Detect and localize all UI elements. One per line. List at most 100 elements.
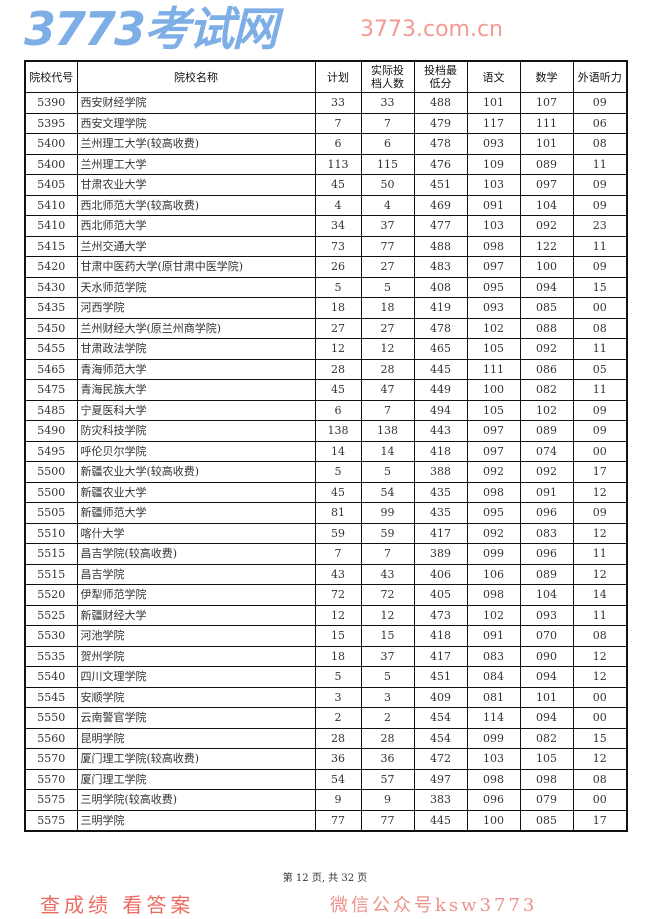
table-row: 5515 昌吉学院(较高收费) 7 7 389 099 096 11 <box>24 543 628 565</box>
table-row: 5455 甘肃政法学院 12 12 465 105 092 11 <box>24 338 628 360</box>
cell-name: 甘肃农业大学 <box>76 174 316 196</box>
cell-actual: 54 <box>360 481 415 503</box>
cell-plan: 7 <box>314 112 362 134</box>
table-row: 5535 贺州学院 18 37 417 083 090 12 <box>24 645 628 667</box>
cell-min-score: 435 <box>413 481 468 503</box>
cell-code: 5420 <box>24 256 78 278</box>
cell-name: 青海师范大学 <box>76 358 316 380</box>
cell-actual: 27 <box>360 256 415 278</box>
cell-listening: 08 <box>572 133 628 155</box>
cell-actual: 57 <box>360 768 415 790</box>
cell-plan: 36 <box>314 748 362 770</box>
cell-min-score: 479 <box>413 112 468 134</box>
cell-listening: 17 <box>572 461 628 483</box>
cell-actual: 27 <box>360 317 415 339</box>
cell-math: 085 <box>519 809 574 832</box>
cell-chinese: 093 <box>466 297 521 319</box>
table-row: 5575 三明学院(较高收费) 9 9 383 096 079 00 <box>24 789 628 811</box>
cell-listening: 12 <box>572 481 628 503</box>
cell-math: 096 <box>519 543 574 565</box>
cell-actual: 77 <box>360 809 415 832</box>
table-row: 5475 青海民族大学 45 47 449 100 082 11 <box>24 379 628 401</box>
cell-actual: 2 <box>360 707 415 729</box>
cell-min-score: 449 <box>413 379 468 401</box>
cell-plan: 28 <box>314 358 362 380</box>
cell-math: 089 <box>519 563 574 585</box>
cell-chinese: 083 <box>466 645 521 667</box>
cell-math: 082 <box>519 379 574 401</box>
cell-min-score: 435 <box>413 502 468 524</box>
cell-code: 5515 <box>24 563 78 585</box>
cell-math: 085 <box>519 297 574 319</box>
cell-plan: 43 <box>314 563 362 585</box>
cell-listening: 00 <box>572 440 628 462</box>
cell-name: 河池学院 <box>76 625 316 647</box>
cell-chinese: 095 <box>466 502 521 524</box>
cell-code: 5400 <box>24 133 78 155</box>
cell-math: 111 <box>519 112 574 134</box>
cell-code: 5400 <box>24 153 78 175</box>
cell-plan: 73 <box>314 235 362 257</box>
cell-code: 5410 <box>24 194 78 216</box>
cell-listening: 12 <box>572 666 628 688</box>
cell-chinese: 103 <box>466 174 521 196</box>
cell-min-score: 406 <box>413 563 468 585</box>
cell-math: 089 <box>519 420 574 442</box>
cell-name: 昌吉学院(较高收费) <box>76 543 316 565</box>
cell-chinese: 092 <box>466 522 521 544</box>
watermark-slogan: 查成绩 看答案 <box>40 893 195 917</box>
cell-chinese: 081 <box>466 686 521 708</box>
cell-math: 083 <box>519 522 574 544</box>
cell-plan: 9 <box>314 789 362 811</box>
cell-min-score: 472 <box>413 748 468 770</box>
cell-name: 西安文理学院 <box>76 112 316 134</box>
cell-plan: 45 <box>314 379 362 401</box>
table-row: 5560 昆明学院 28 28 454 099 082 15 <box>24 727 628 749</box>
watermark-wechat: 微信公众号ksw3773 <box>330 895 538 916</box>
cell-name: 伊犁师范学院 <box>76 584 316 606</box>
cell-listening: 09 <box>572 194 628 216</box>
cell-chinese: 091 <box>466 625 521 647</box>
cell-math: 092 <box>519 461 574 483</box>
cell-name: 新疆师范大学 <box>76 502 316 524</box>
cell-name: 新疆农业大学 <box>76 481 316 503</box>
cell-listening: 23 <box>572 215 628 237</box>
cell-name: 新疆农业大学(较高收费) <box>76 461 316 483</box>
cell-min-score: 469 <box>413 194 468 216</box>
cell-math: 082 <box>519 727 574 749</box>
cell-actual: 5 <box>360 666 415 688</box>
cell-code: 5500 <box>24 481 78 503</box>
cell-code: 5535 <box>24 645 78 667</box>
cell-name: 三明学院(较高收费) <box>76 789 316 811</box>
cell-chinese: 098 <box>466 768 521 790</box>
cell-min-score: 465 <box>413 338 468 360</box>
cell-plan: 15 <box>314 625 362 647</box>
cell-chinese: 111 <box>466 358 521 380</box>
cell-listening: 11 <box>572 604 628 626</box>
column-header-chinese: 语文 <box>466 60 521 93</box>
cell-name: 兰州理工大学 <box>76 153 316 175</box>
table-row: 5420 甘肃中医药大学(原甘肃中医学院) 26 27 483 097 100 09 <box>24 256 628 278</box>
cell-code: 5490 <box>24 420 78 442</box>
cell-listening: 15 <box>572 276 628 298</box>
cell-plan: 27 <box>314 317 362 339</box>
cell-actual: 59 <box>360 522 415 544</box>
cell-code: 5540 <box>24 666 78 688</box>
cell-code: 5475 <box>24 379 78 401</box>
cell-code: 5405 <box>24 174 78 196</box>
cell-math: 101 <box>519 686 574 708</box>
cell-chinese: 105 <box>466 338 521 360</box>
table-row: 5530 河池学院 15 15 418 091 070 08 <box>24 625 628 647</box>
cell-min-score: 483 <box>413 256 468 278</box>
cell-chinese: 099 <box>466 727 521 749</box>
table-row: 5410 西北师范大学 34 37 477 103 092 23 <box>24 215 628 237</box>
cell-math: 088 <box>519 317 574 339</box>
cell-chinese: 106 <box>466 563 521 585</box>
cell-actual: 47 <box>360 379 415 401</box>
cell-actual: 28 <box>360 727 415 749</box>
column-header-math: 数学 <box>519 60 574 93</box>
cell-actual: 14 <box>360 440 415 462</box>
cell-math: 074 <box>519 440 574 462</box>
cell-actual: 33 <box>360 92 415 114</box>
cell-chinese: 102 <box>466 317 521 339</box>
